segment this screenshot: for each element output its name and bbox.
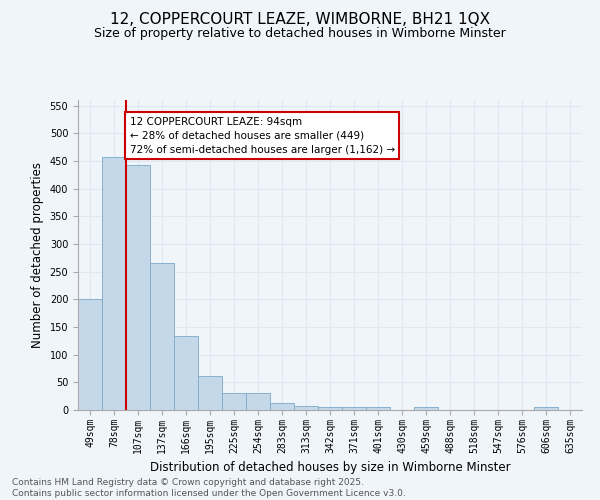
Bar <box>126 165 150 410</box>
Text: 12 COPPERCOURT LEAZE: 94sqm
← 28% of detached houses are smaller (449)
72% of se: 12 COPPERCOURT LEAZE: 94sqm ← 28% of det… <box>130 116 395 154</box>
Bar <box>534 407 558 410</box>
Bar <box>222 394 246 410</box>
Bar <box>102 157 126 410</box>
Bar <box>342 407 366 410</box>
Bar <box>366 407 390 410</box>
Y-axis label: Number of detached properties: Number of detached properties <box>31 162 44 348</box>
Bar <box>174 336 198 410</box>
Text: Size of property relative to detached houses in Wimborne Minster: Size of property relative to detached ho… <box>94 28 506 40</box>
Text: Contains HM Land Registry data © Crown copyright and database right 2025.
Contai: Contains HM Land Registry data © Crown c… <box>12 478 406 498</box>
Bar <box>246 394 270 410</box>
Bar <box>198 376 222 410</box>
Text: 12, COPPERCOURT LEAZE, WIMBORNE, BH21 1QX: 12, COPPERCOURT LEAZE, WIMBORNE, BH21 1Q… <box>110 12 490 28</box>
Bar <box>294 406 318 410</box>
Bar <box>414 407 438 410</box>
Bar <box>150 264 174 410</box>
Bar <box>78 300 102 410</box>
Bar <box>318 407 342 410</box>
X-axis label: Distribution of detached houses by size in Wimborne Minster: Distribution of detached houses by size … <box>149 461 511 474</box>
Bar <box>270 404 294 410</box>
